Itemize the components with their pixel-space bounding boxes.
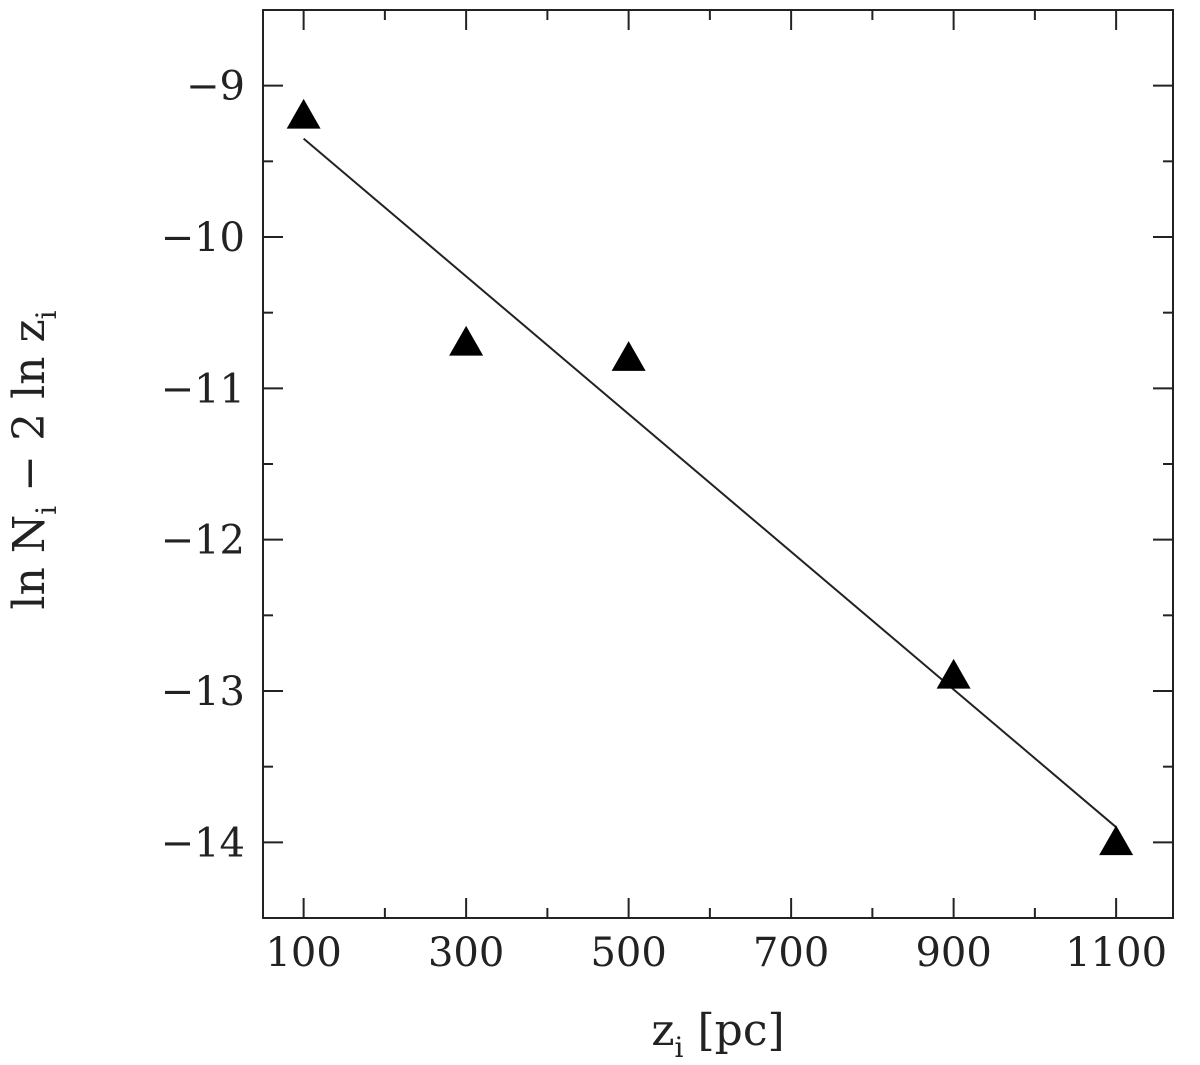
- data-point: [1099, 825, 1134, 856]
- plot-frame: [262, 9, 1174, 919]
- data-point: [449, 325, 484, 356]
- data-point: [936, 658, 971, 689]
- x-tick-label: 100: [265, 930, 341, 976]
- y-tick-label: −13: [161, 669, 245, 715]
- x-tick-label: 500: [590, 930, 666, 976]
- y-tick-label: −9: [186, 64, 245, 110]
- data-point: [286, 98, 321, 129]
- ticks: [263, 9, 1173, 919]
- x-tick-label: 1100: [1065, 930, 1167, 976]
- tick-labels: 100 300 500 700 900 1100 −9 −10 −11 −12 −13 −14: [161, 64, 1167, 976]
- y-tick-label: −10: [161, 215, 245, 261]
- x-axis-label: zi [pc]: [651, 1005, 784, 1064]
- data-point: [611, 341, 646, 371]
- x-tick-label: 700: [753, 930, 829, 976]
- y-tick-label: −11: [161, 366, 245, 412]
- y-tick-label: −12: [161, 518, 245, 564]
- y-axis-label: ln Ni − 2 ln zi: [4, 310, 63, 609]
- data-points: [286, 98, 1134, 856]
- y-tick-label: −14: [161, 820, 245, 866]
- x-tick-label: 900: [915, 930, 991, 976]
- x-tick-label: 300: [428, 930, 504, 976]
- fit-line: [302, 137, 1117, 828]
